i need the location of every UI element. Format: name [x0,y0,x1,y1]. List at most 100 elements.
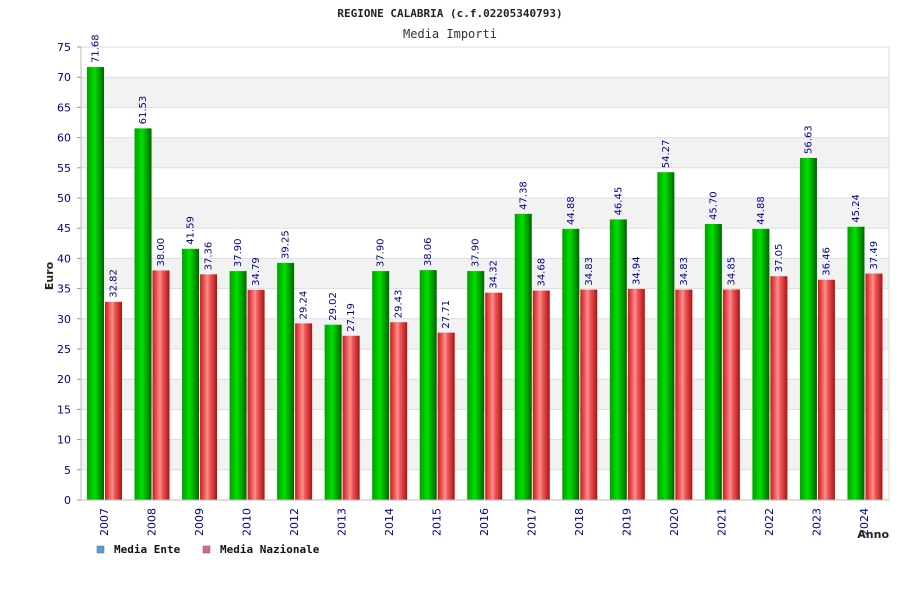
bar-media-nazionale [295,323,313,500]
legend-swatch [96,545,105,554]
data-label: 34.85 [726,257,737,286]
legend-entry: Media Ente [114,543,181,556]
data-label: 37.05 [774,244,785,273]
x-tick-label: 2010 [240,508,253,536]
bar-media-nazionale [627,288,645,500]
bar-media-ente [134,128,152,500]
x-tick-label: 2020 [668,508,681,536]
data-label: 54.27 [661,140,672,169]
bar-media-nazionale [770,276,788,500]
bar-media-ente [87,67,104,501]
bar-media-ente [609,219,627,500]
bar-media-nazionale [675,289,693,500]
data-label: 44.88 [756,196,767,225]
data-label: 61.53 [138,96,149,125]
data-label: 34.79 [251,257,262,286]
x-tick-label: 2017 [526,508,539,536]
bar-media-ente [467,271,485,500]
data-label: 29.02 [328,292,339,321]
data-label: 45.70 [708,191,719,220]
bar-media-ente [419,270,437,500]
chart-title: REGIONE CALABRIA (c.f.02205340793) [337,7,562,20]
data-label: 71.68 [91,34,102,63]
x-axis-label: Anno [857,528,889,541]
bar-media-ente [324,324,342,500]
x-tick-label: 2015 [430,508,443,536]
bar-media-ente [277,262,295,500]
data-label: 29.43 [394,290,405,319]
data-label: 29.24 [299,291,310,320]
bars [87,67,883,501]
axes: 0 5 10 15 20 25 30 35 40 45 50 55 60 65 70 75 2007 2008 20… [57,41,890,536]
y-tick-label: 40 [57,252,71,265]
data-label: 37.90 [376,238,387,267]
x-tick-label: 2014 [383,508,396,536]
bar-media-ente [514,213,532,500]
bar-media-nazionale [247,289,265,500]
x-tick-label: 2021 [716,508,729,536]
x-tick-label: 2019 [621,508,634,536]
x-tick-label: 2018 [573,508,586,536]
data-label: 38.06 [423,237,434,266]
y-tick-label: 35 [57,283,71,296]
bar-media-ente [229,271,247,500]
bar-media-ente [562,228,580,500]
bar-media-nazionale [817,279,835,500]
data-label: 27.71 [441,300,452,329]
x-tick-label: 2013 [335,508,348,536]
y-tick-label: 5 [64,464,71,477]
grid-band [81,77,889,108]
data-label: 34.83 [679,257,690,286]
y-tick-label: 70 [57,71,71,84]
y-tick-label: 65 [57,101,71,114]
bar-media-ente [752,228,770,500]
y-tick-label: 55 [57,162,71,175]
bar-media-nazionale [105,301,122,500]
legend: Media Ente Media Nazionale [96,543,320,556]
x-tick-label: 2024 [858,508,871,536]
bar-media-nazionale [200,274,218,500]
data-label: 45.24 [851,194,862,223]
bar-media-nazionale [580,289,598,500]
x-tick-label: 2012 [288,508,301,536]
data-label: 27.19 [346,303,357,332]
bar-media-ente [799,157,817,500]
y-tick-label: 15 [57,403,71,416]
data-label: 36.46 [821,247,832,276]
bar-media-nazionale [532,290,550,500]
data-label: 34.94 [631,256,642,285]
y-tick-label: 75 [57,41,71,54]
y-tick-label: 25 [57,343,71,356]
y-tick-label: 45 [57,222,71,235]
data-label: 38.00 [156,238,167,267]
bar-media-ente [704,223,722,501]
data-label: 39.25 [281,230,292,259]
chart-subtitle: Media Importi [403,27,497,41]
data-label: 44.88 [566,196,577,225]
y-tick-label: 0 [64,494,71,507]
grid-band [81,137,889,168]
bar-media-ente [657,172,675,500]
x-tick-label: 2009 [193,508,206,536]
data-label: 37.36 [204,242,215,271]
y-tick-label: 30 [57,313,71,326]
bar-media-nazionale [342,335,360,500]
y-tick-label: 10 [57,434,71,447]
data-label: 47.38 [518,181,529,210]
data-label: 34.83 [584,257,595,286]
data-label: 32.82 [109,269,120,298]
x-tick-label: 2023 [811,508,824,536]
grid-band [81,198,889,229]
bar-media-nazionale [485,292,503,500]
data-label: 46.45 [613,187,624,216]
x-tick-label: 2016 [478,508,491,536]
bar-media-ente [847,226,865,500]
bar-media-ente [182,248,200,500]
y-axis-label: Euro [43,261,56,290]
bar-media-nazionale [390,322,408,500]
data-labels: 71.68 32.82 61.53 38.00 41.59 37.36 37.90 34.79… [91,34,880,331]
legend-entry: Media Nazionale [220,543,320,556]
bar-media-ente [372,271,390,500]
x-tick-label: 2008 [145,508,158,536]
